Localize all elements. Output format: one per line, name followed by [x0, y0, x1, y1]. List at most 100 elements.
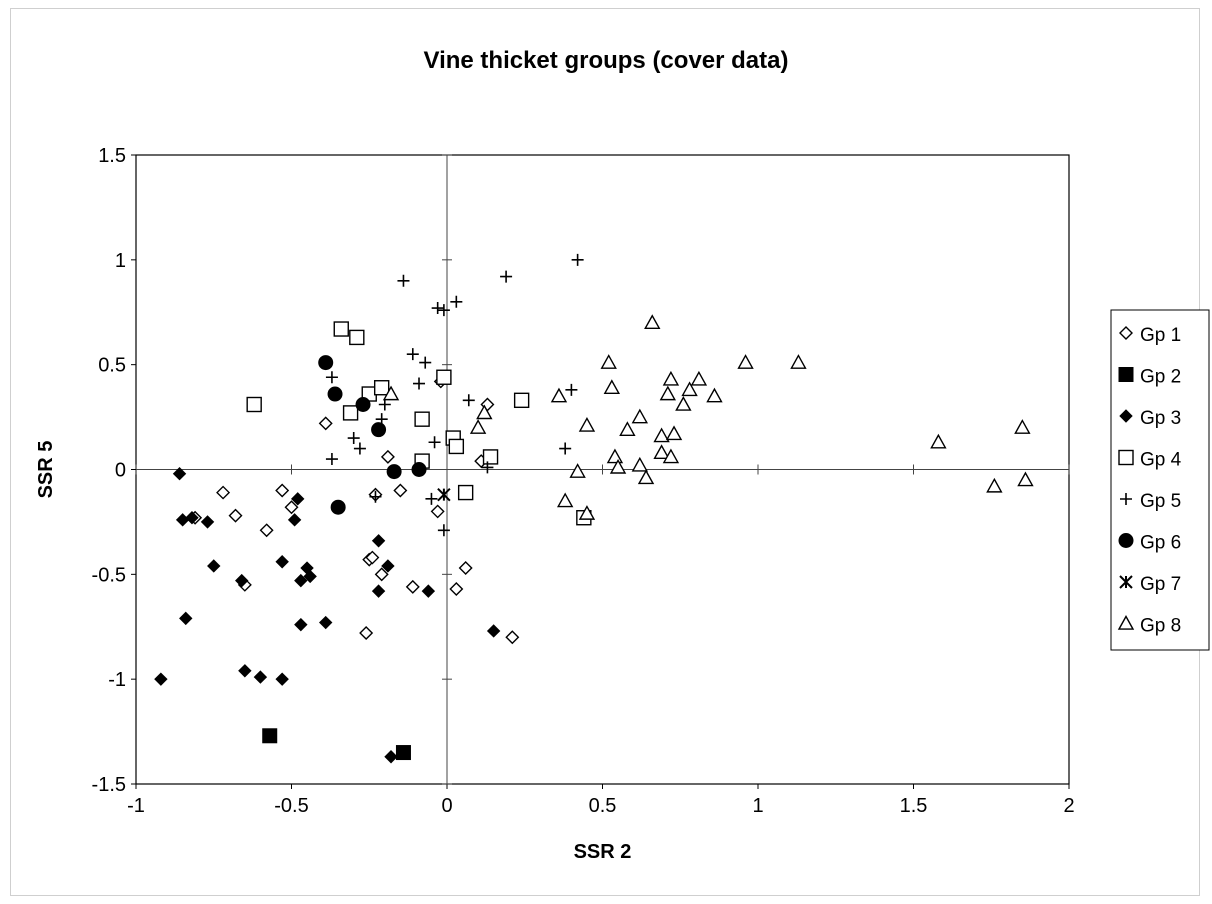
series-gp-3 — [154, 466, 501, 764]
legend-marker — [1120, 493, 1132, 505]
data-point — [287, 513, 302, 527]
legend-item: Gp 6 — [1118, 533, 1181, 554]
data-point — [662, 370, 680, 386]
data-point — [365, 550, 380, 565]
legend-item: Gp 1 — [1119, 325, 1181, 346]
series-gp-4 — [246, 321, 592, 526]
data-point — [154, 672, 168, 686]
data-point — [342, 405, 359, 421]
legend-item: Gp 5 — [1120, 491, 1181, 512]
data-point — [179, 611, 193, 626]
data-point — [706, 387, 723, 403]
data-point — [395, 745, 411, 761]
data-point — [246, 396, 262, 413]
data-point — [450, 295, 463, 308]
x-tick-label: -0.5 — [274, 795, 308, 817]
data-point — [185, 511, 199, 525]
data-point — [353, 442, 366, 455]
data-point — [216, 485, 231, 500]
data-point — [690, 370, 708, 386]
legend-item: Gp 7 — [1119, 574, 1181, 595]
data-point — [330, 499, 346, 515]
data-point — [437, 487, 451, 502]
data-point — [369, 490, 382, 503]
data-point — [325, 371, 338, 384]
data-point — [565, 383, 578, 396]
data-point — [378, 398, 391, 411]
data-point — [355, 397, 371, 413]
legend-item: Gp 8 — [1117, 615, 1181, 637]
y-tick-label: -1.5 — [92, 774, 126, 796]
data-point — [662, 448, 680, 464]
data-points — [154, 253, 1034, 764]
data-point — [486, 624, 501, 638]
data-point — [675, 396, 692, 411]
data-point — [238, 664, 252, 678]
data-point — [737, 354, 754, 369]
data-point — [393, 483, 408, 498]
legend-marker — [1119, 326, 1133, 340]
data-point — [637, 469, 655, 485]
data-point — [397, 274, 410, 287]
data-point — [457, 484, 474, 501]
data-point — [319, 615, 333, 630]
data-point — [431, 302, 444, 315]
x-axis: -1 -0.5 0 0.5 1 1.5 2 — [127, 464, 1075, 817]
data-point — [571, 253, 584, 266]
data-point — [1017, 471, 1034, 487]
data-point — [228, 508, 243, 523]
data-point — [930, 433, 947, 449]
data-point — [318, 416, 333, 431]
data-point — [559, 442, 572, 455]
series-gp-7 — [437, 487, 451, 502]
y-axis-title: SSR 5 — [35, 441, 57, 499]
y-axis: -1.5 -1 -0.5 0 0.5 1 1.5 — [92, 145, 452, 796]
data-point — [382, 385, 400, 401]
y-tick-label: -1 — [108, 669, 126, 691]
legend-marker — [1118, 367, 1134, 382]
data-point — [172, 466, 187, 481]
data-point — [449, 582, 464, 596]
legend-item: Gp 2 — [1118, 367, 1181, 388]
data-point — [359, 626, 374, 641]
data-point — [436, 369, 452, 385]
data-point — [349, 329, 365, 346]
data-point — [294, 573, 308, 588]
data-point — [405, 579, 420, 594]
data-point — [419, 356, 432, 369]
legend-item: Gp 4 — [1118, 450, 1182, 471]
data-point — [200, 515, 215, 529]
legend-label: Gp 4 — [1140, 450, 1182, 471]
data-point — [414, 411, 430, 427]
data-point — [275, 483, 290, 498]
data-point — [790, 354, 807, 369]
data-point — [458, 561, 473, 576]
data-point — [411, 462, 427, 477]
legend-item: Gp 3 — [1119, 408, 1181, 429]
data-point — [603, 379, 621, 395]
data-point — [381, 559, 395, 573]
x-tick-label: 0.5 — [589, 795, 617, 817]
data-point — [384, 750, 398, 764]
data-point — [371, 584, 386, 598]
data-point — [406, 348, 419, 361]
data-point — [609, 458, 627, 474]
y-tick-label: -0.5 — [92, 564, 126, 586]
data-point — [569, 463, 586, 478]
legend-label: Gp 5 — [1140, 491, 1181, 512]
data-point — [631, 456, 649, 472]
data-point — [374, 567, 389, 582]
data-point — [207, 559, 221, 573]
legend-box — [1110, 309, 1210, 651]
data-point — [619, 421, 636, 436]
data-point — [653, 444, 670, 460]
data-point — [275, 555, 289, 569]
data-point — [421, 584, 436, 598]
data-point — [235, 573, 249, 588]
data-point — [371, 534, 386, 548]
series-gp-5 — [325, 253, 584, 537]
series-gp-6 — [318, 355, 427, 515]
data-point — [291, 492, 305, 506]
x-axis-title: SSR 2 — [574, 841, 632, 863]
